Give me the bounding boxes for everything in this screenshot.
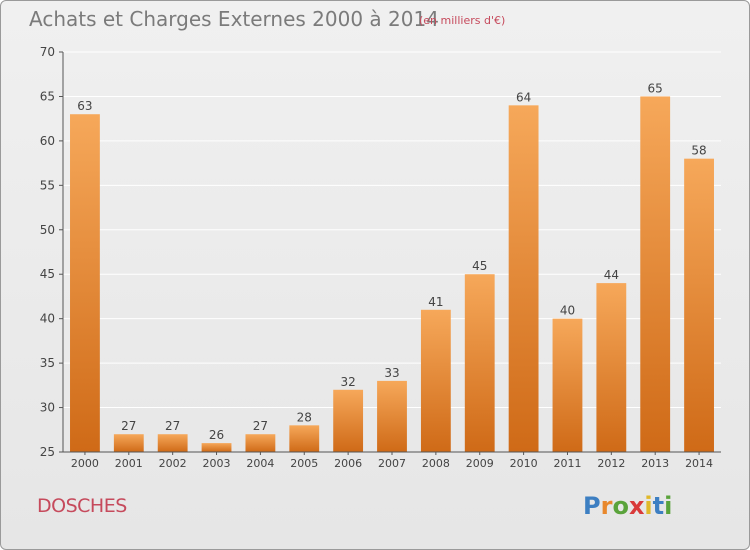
data-label: 64 bbox=[516, 90, 531, 104]
bars bbox=[70, 96, 714, 452]
logo-letter: i bbox=[644, 492, 653, 520]
bar bbox=[640, 96, 671, 452]
bar bbox=[684, 158, 714, 452]
data-label: 58 bbox=[691, 144, 706, 158]
x-tick-label: 2010 bbox=[510, 457, 538, 470]
data-label: 45 bbox=[472, 259, 487, 273]
bar bbox=[333, 389, 364, 452]
x-tick-label: 2007 bbox=[378, 457, 406, 470]
bar bbox=[70, 114, 100, 452]
logo-letter: P bbox=[583, 492, 601, 520]
y-tick-label: 25 bbox=[40, 445, 55, 459]
x-tick-label: 2014 bbox=[685, 457, 713, 470]
x-tick-label: 2005 bbox=[290, 457, 318, 470]
logo-letter: x bbox=[628, 492, 645, 520]
y-tick-label: 55 bbox=[40, 178, 55, 192]
data-label: 26 bbox=[209, 428, 224, 442]
bar bbox=[245, 434, 276, 452]
x-tick-label: 2008 bbox=[422, 457, 450, 470]
bar bbox=[377, 380, 407, 452]
chart-unit-subtitle: (en milliers d'€) bbox=[419, 14, 506, 27]
bar bbox=[201, 443, 232, 452]
data-label: 40 bbox=[560, 304, 575, 318]
bar bbox=[552, 318, 583, 452]
bar bbox=[157, 434, 188, 452]
data-label: 65 bbox=[648, 81, 663, 95]
data-label: 27 bbox=[253, 419, 268, 433]
y-tick-label: 40 bbox=[40, 312, 55, 326]
logo-letter: o bbox=[612, 492, 629, 520]
y-tick-label: 50 bbox=[40, 223, 55, 237]
y-tick-label: 70 bbox=[40, 45, 55, 59]
data-label: 41 bbox=[428, 295, 443, 309]
logo-letter: r bbox=[600, 492, 613, 520]
x-tick-label: 2003 bbox=[203, 457, 231, 470]
x-tick-label: 2002 bbox=[159, 457, 187, 470]
axes: 25 30 35 40 45 50 55 60 65 70 2000 2001 2002 2003 2004… bbox=[40, 45, 721, 470]
proxiti-logo: Proxiti bbox=[583, 490, 672, 522]
x-tick-label: 2004 bbox=[246, 457, 274, 470]
data-label: 32 bbox=[340, 375, 355, 389]
logo-letter: i bbox=[664, 492, 673, 520]
data-label: 28 bbox=[297, 410, 312, 424]
chart-title: Achats et Charges Externes 2000 à 2014 bbox=[29, 7, 439, 31]
data-label: 44 bbox=[604, 268, 619, 282]
x-tick-label: 2000 bbox=[71, 457, 99, 470]
data-label: 27 bbox=[121, 419, 136, 433]
y-tick-label: 65 bbox=[40, 89, 55, 103]
x-tick-label: 2001 bbox=[115, 457, 143, 470]
x-tick-label: 2009 bbox=[466, 457, 494, 470]
data-labels: 63 27 27 26 27 28 32 33 41 45 64 40 44 65 58 bbox=[77, 81, 706, 442]
x-tick-label: 2011 bbox=[553, 457, 581, 470]
bar bbox=[289, 425, 320, 452]
y-tick-label: 35 bbox=[40, 356, 55, 370]
data-label: 33 bbox=[384, 366, 399, 380]
y-tick-label: 60 bbox=[40, 134, 55, 148]
x-tick-label: 2012 bbox=[597, 457, 625, 470]
logo-letter: t bbox=[652, 492, 665, 520]
data-label: 27 bbox=[165, 419, 180, 433]
bar bbox=[113, 434, 144, 452]
city-name: DOSCHES bbox=[37, 495, 127, 517]
bar bbox=[596, 283, 627, 452]
x-tick-label: 2013 bbox=[641, 457, 669, 470]
x-tick-label: 2006 bbox=[334, 457, 362, 470]
y-tick-label: 45 bbox=[40, 267, 55, 281]
y-tick-label: 30 bbox=[40, 401, 55, 415]
data-label: 63 bbox=[77, 99, 92, 113]
bar bbox=[420, 309, 451, 452]
bar bbox=[464, 274, 495, 452]
bar bbox=[508, 105, 539, 452]
